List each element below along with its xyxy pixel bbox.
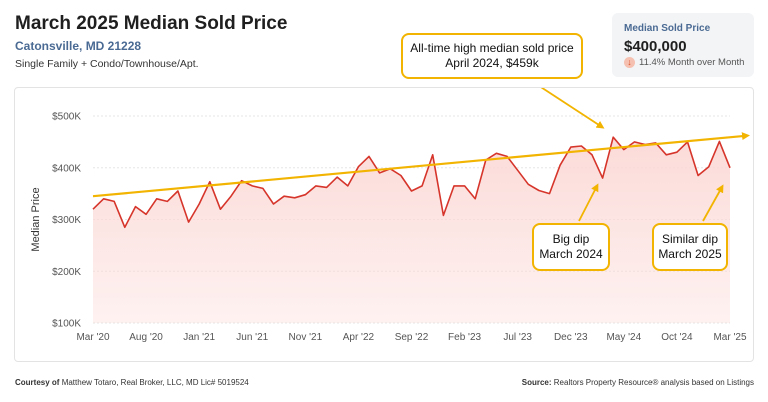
arrow-down-icon: ↓ (624, 57, 635, 68)
x-tick-label: Jun '21 (236, 332, 268, 343)
annotation-big-dip: Big dip March 2024 (532, 223, 610, 271)
price-chart: $100K $200K $300K $400K $500K Median Price Mar… (30, 88, 750, 343)
dip2-pointer-arrow (702, 184, 724, 222)
x-tick-label: Oct '24 (661, 332, 693, 343)
chart-title: March 2025 Median Sold Price (15, 13, 288, 34)
x-tick-label: May '24 (606, 332, 641, 343)
stat-label: Median Sold Price (624, 23, 711, 34)
location-subtitle: Catonsville, MD 21228 (15, 39, 142, 53)
y-tick-label: $300K (52, 215, 81, 226)
x-tick-label: Apr '22 (343, 332, 375, 343)
source-text: Realtors Property Resource® analysis bas… (553, 378, 754, 387)
x-tick-label: Aug '20 (129, 332, 163, 343)
x-tick-label: Dec '23 (554, 332, 588, 343)
annotation-high-line2: April 2024, $459k (445, 56, 539, 70)
source-label: Source: (521, 378, 552, 387)
courtesy-label: Courtesy of (15, 378, 60, 387)
x-tick-label: Mar '20 (76, 332, 109, 343)
annotation-dip2-line2: March 2025 (658, 247, 722, 261)
stat-value: $400,000 (624, 38, 687, 55)
y-tick-label: $200K (52, 267, 81, 278)
courtesy-text: Matthew Totaro, Real Broker, LLC, MD Lic… (61, 378, 249, 387)
property-segment: Single Family + Condo/Townhouse/Apt. (15, 58, 199, 70)
footer-courtesy: Courtesy of Matthew Totaro, Real Broker,… (15, 378, 249, 387)
price-area (93, 137, 730, 323)
y-tick-label: $400K (52, 163, 81, 174)
stat-change-text: 11.4% Month over Month (639, 57, 745, 68)
x-tick-label: Mar '25 (713, 332, 746, 343)
x-tick-label: Nov '21 (289, 332, 323, 343)
annotation-similar-dip: Similar dip March 2025 (652, 223, 728, 271)
y-axis-label: Median Price (30, 187, 42, 251)
price-line (92, 136, 731, 229)
y-tick-label: $100K (52, 319, 81, 330)
footer-source: Source: Realtors Property Resource® anal… (522, 378, 754, 387)
high-pointer-arrow (540, 88, 605, 129)
x-tick-label: Sep '22 (395, 332, 429, 343)
annotation-dip1-line1: Big dip (552, 232, 590, 246)
dip1-pointer-arrow (578, 183, 599, 222)
chart-frame: $100K $200K $300K $400K $500K Median Price Mar… (14, 87, 754, 362)
median-price-card: Median Sold Price $400,000 ↓ 11.4% Month… (612, 13, 754, 77)
trend-arrow (92, 132, 750, 198)
stat-change: ↓ 11.4% Month over Month (624, 57, 744, 68)
x-tick-label: Jul '23 (503, 332, 532, 343)
x-tick-label: Jan '21 (183, 332, 215, 343)
annotation-high-line1: All-time high median sold price (410, 41, 574, 55)
annotation-dip1-line2: March 2024 (539, 247, 603, 261)
y-tick-label: $500K (52, 112, 81, 123)
annotation-dip2-line1: Similar dip (661, 232, 718, 246)
x-tick-label: Feb '23 (448, 332, 481, 343)
annotation-all-time-high: All-time high median sold price April 20… (401, 33, 583, 79)
